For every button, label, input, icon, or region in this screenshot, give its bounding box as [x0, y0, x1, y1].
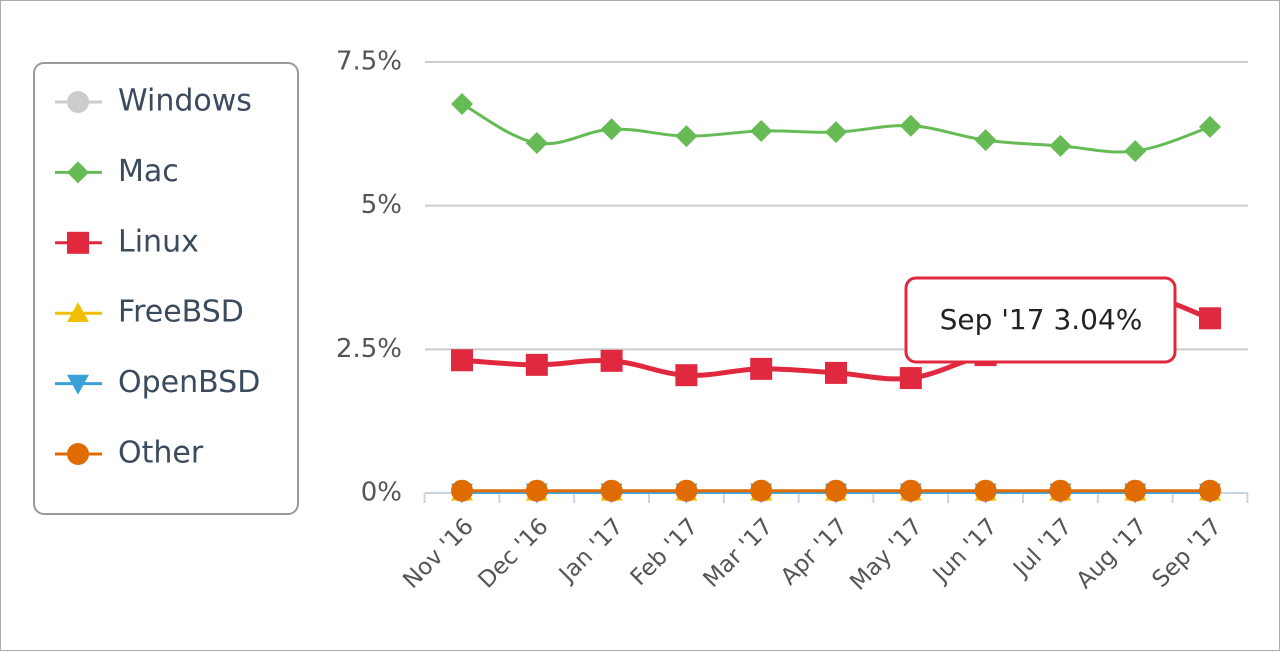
y-tick-label: 2.5%	[336, 334, 402, 364]
marker	[974, 479, 997, 502]
marker	[451, 479, 473, 502]
marker	[1199, 115, 1221, 138]
marker	[600, 349, 623, 372]
marker	[1124, 479, 1147, 502]
marker	[600, 479, 623, 502]
y-tick-label: 0%	[361, 478, 402, 508]
marker	[451, 92, 473, 115]
marker	[525, 479, 548, 502]
marker	[750, 357, 773, 380]
legend-marker	[67, 302, 89, 322]
marker	[899, 114, 922, 137]
marker	[825, 121, 847, 144]
marker	[974, 129, 997, 152]
legend-marker	[67, 161, 89, 184]
y-tick-label: 7.5%	[336, 47, 402, 77]
marker	[750, 479, 773, 502]
legend-box	[33, 62, 299, 515]
marker	[600, 118, 623, 141]
tooltip-box	[904, 276, 1177, 364]
marker	[675, 364, 698, 387]
marker	[750, 119, 773, 142]
y-tick-label: 5%	[361, 190, 402, 220]
marker	[825, 479, 847, 502]
legend-marker	[67, 374, 89, 395]
marker	[1199, 307, 1221, 330]
legend-label[interactable]: Linux	[118, 224, 199, 259]
legend-label[interactable]: Windows	[118, 84, 252, 119]
marker	[675, 479, 698, 502]
legend-label[interactable]: Mac	[118, 154, 179, 189]
legend-label[interactable]: Other	[118, 436, 204, 471]
tooltip-text: Sep '17 3.04%	[940, 303, 1143, 336]
marker	[899, 367, 922, 390]
marker	[899, 479, 922, 502]
marker	[525, 132, 548, 155]
marker	[1124, 140, 1147, 163]
marker	[525, 353, 548, 376]
marker	[1049, 479, 1072, 502]
marker	[825, 361, 847, 384]
legend-label[interactable]: FreeBSD	[118, 295, 244, 330]
marker	[1199, 479, 1221, 502]
legend-marker	[67, 443, 89, 465]
legend-label[interactable]: OpenBSD	[118, 365, 260, 400]
legend-marker	[67, 231, 89, 254]
marker	[675, 125, 698, 148]
legend-marker	[67, 91, 89, 113]
marker	[451, 349, 473, 372]
marker	[1049, 134, 1072, 157]
